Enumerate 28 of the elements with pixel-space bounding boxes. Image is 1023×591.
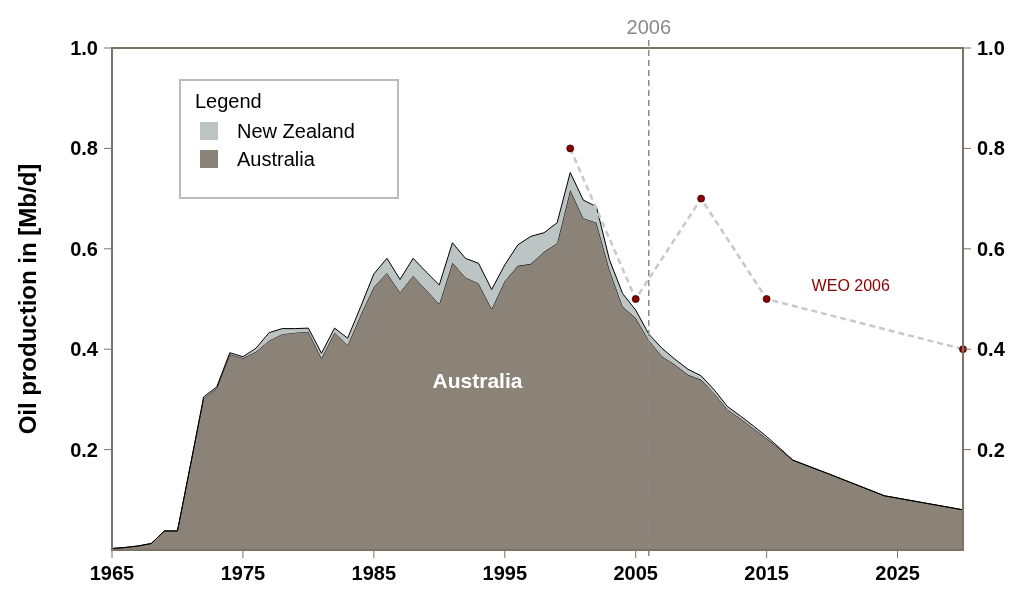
point <box>631 295 640 303</box>
y-tick-label: 0.6 <box>70 237 98 260</box>
y-tick-label: 0.8 <box>70 137 98 160</box>
x-tick-label: 2005 <box>613 562 658 584</box>
y2-tick-label: 0.6 <box>977 237 1005 260</box>
y-tick-label: 0.4 <box>70 338 99 361</box>
x-tick-label: 1975 <box>220 562 266 584</box>
y2-tick-label: 1.0 <box>977 37 1005 59</box>
x-tick-label: 1965 <box>89 562 135 584</box>
y-tick-label: 1.0 <box>70 37 98 59</box>
series-label: WEO 2006 <box>811 277 890 294</box>
annotation: Australia <box>432 369 523 392</box>
legend-title: Legend <box>195 90 262 112</box>
y2-tick-label: 0.2 <box>977 438 1005 461</box>
x-tick-label: 1985 <box>351 562 397 584</box>
x-tick-label: 1995 <box>482 562 528 584</box>
x-tick-label: 2015 <box>744 562 789 584</box>
y2-tick-label: 0.8 <box>977 137 1005 160</box>
x-tick-label: 2025 <box>875 562 920 584</box>
point <box>566 144 575 153</box>
y-axis-title: Oil production in [Mb/d] <box>14 163 41 435</box>
legend-label: Australia <box>237 148 316 170</box>
point <box>697 194 706 203</box>
y-tick-label: 0.2 <box>70 438 98 461</box>
ref-line-label: 2006 <box>626 16 672 38</box>
point <box>762 295 771 303</box>
legend-label: New Zealand <box>237 120 355 142</box>
y2-tick-label: 0.4 <box>977 338 1006 361</box>
